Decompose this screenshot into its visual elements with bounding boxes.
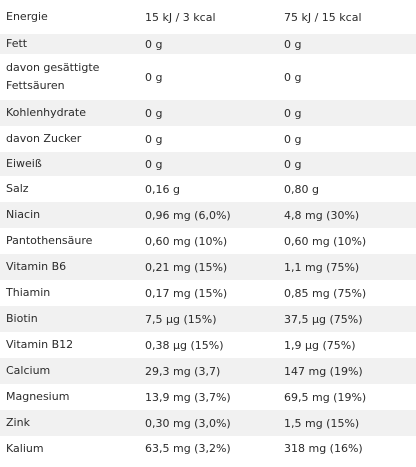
- table-row: Thiamin 0,17 mg (15%) 0,85 mg (75%): [0, 280, 416, 306]
- table-row: Calcium 29,3 mg (3,7) 147 mg (19%): [0, 358, 416, 384]
- nutrient-name: Vitamin B12: [6, 338, 74, 351]
- value-per-small-serving: 0,21 mg (15%): [145, 260, 228, 274]
- value-per-small-serving: 29,3 mg (3,7): [145, 364, 221, 378]
- value-per-large-serving: 0 g: [284, 70, 302, 84]
- value-per-large-serving: 0,85 mg (75%): [284, 286, 367, 300]
- nutrient-name: Salz: [6, 182, 29, 195]
- value-per-small-serving: 15 kJ / 3 kcal: [145, 10, 216, 24]
- nutrient-name: Vitamin B6: [6, 260, 67, 273]
- value-per-small-serving: 0,17 mg (15%): [145, 286, 228, 300]
- value-per-small-serving: 63,5 mg (3,2%): [145, 442, 231, 455]
- nutrient-name: Eiweiß: [6, 157, 42, 170]
- value-per-small-serving: 0 g: [145, 132, 163, 146]
- value-per-large-serving: 0 g: [284, 132, 302, 146]
- nutrient-name: Kalium: [6, 441, 44, 455]
- value-per-small-serving: 13,9 mg (3,7%): [145, 390, 231, 404]
- value-per-small-serving: 0 g: [145, 106, 163, 120]
- table-row: Niacin 0,96 mg (6,0%) 4,8 mg (30%): [0, 202, 416, 228]
- nutrient-name: Kohlenhydrate: [6, 106, 86, 119]
- value-per-small-serving: 0 g: [145, 70, 163, 84]
- table-row: Kalium 63,5 mg (3,2%) 318 mg (16%): [0, 436, 416, 461]
- nutrient-name: Thiamin: [6, 286, 51, 299]
- table-row: Eiweiß 0 g 0 g: [0, 152, 416, 176]
- value-per-small-serving: 0 g: [145, 157, 163, 171]
- nutrient-name: Biotin: [6, 312, 38, 325]
- value-per-large-serving: 318 mg (16%): [284, 442, 363, 455]
- value-per-small-serving: 0 g: [145, 37, 163, 51]
- table-row: Fett 0 g 0 g: [0, 34, 416, 54]
- value-per-large-serving: 4,8 mg (30%): [284, 208, 360, 222]
- table-row: Zink 0,30 mg (3,0%) 1,5 mg (15%): [0, 410, 416, 436]
- value-per-large-serving: 37,5 µg (75%): [284, 312, 363, 326]
- value-per-small-serving: 7,5 µg (15%): [145, 312, 217, 326]
- table-row: Magnesium 13,9 mg (3,7%) 69,5 mg (19%): [0, 384, 416, 410]
- nutrient-name: davon gesättigte Fettsäuren: [6, 61, 100, 92]
- value-per-small-serving: 0,30 mg (3,0%): [145, 416, 231, 430]
- value-per-large-serving: 69,5 mg (19%): [284, 390, 367, 404]
- nutrient-name: Calcium: [6, 364, 51, 377]
- table-row: Kohlenhydrate 0 g 0 g: [0, 100, 416, 126]
- value-per-small-serving: 0,16 g: [145, 182, 180, 196]
- nutrient-name: Energie: [6, 10, 48, 23]
- value-per-large-serving: 147 mg (19%): [284, 364, 363, 378]
- nutrient-name: Pantothensäure: [6, 234, 93, 247]
- nutrient-name: Niacin: [6, 208, 41, 221]
- value-per-large-serving: 75 kJ / 15 kcal: [284, 10, 362, 24]
- table-row: Salz 0,16 g 0,80 g: [0, 176, 416, 202]
- value-per-large-serving: 0 g: [284, 157, 302, 171]
- table-row: Energie 15 kJ / 3 kcal 75 kJ / 15 kcal: [0, 0, 416, 34]
- value-per-small-serving: 0,38 µg (15%): [145, 338, 224, 352]
- value-per-large-serving: 1,9 µg (75%): [284, 338, 356, 352]
- nutrient-name: davon Zucker: [6, 132, 82, 145]
- value-per-large-serving: 1,5 mg (15%): [284, 416, 360, 430]
- table-row: Biotin 7,5 µg (15%) 37,5 µg (75%): [0, 306, 416, 332]
- nutrient-name: Fett: [6, 37, 28, 50]
- value-per-large-serving: 0,60 mg (10%): [284, 234, 367, 248]
- value-per-large-serving: 1,1 mg (75%): [284, 260, 360, 274]
- table-row: Pantothensäure 0,60 mg (10%) 0,60 mg (10…: [0, 228, 416, 254]
- nutrient-name: Zink: [6, 416, 30, 429]
- table-row: Vitamin B12 0,38 µg (15%) 1,9 µg (75%): [0, 332, 416, 358]
- value-per-small-serving: 0,60 mg (10%): [145, 234, 228, 248]
- table-row: davon Zucker 0 g 0 g: [0, 126, 416, 152]
- value-per-large-serving: 0,80 g: [284, 182, 319, 196]
- value-per-small-serving: 0,96 mg (6,0%): [145, 208, 231, 222]
- table-row: davon gesättigte Fettsäuren 0 g 0 g: [0, 54, 416, 100]
- value-per-large-serving: 0 g: [284, 37, 302, 51]
- nutrient-name: Magnesium: [6, 390, 70, 403]
- value-per-large-serving: 0 g: [284, 106, 302, 120]
- table-row: Vitamin B6 0,21 mg (15%) 1,1 mg (75%): [0, 254, 416, 280]
